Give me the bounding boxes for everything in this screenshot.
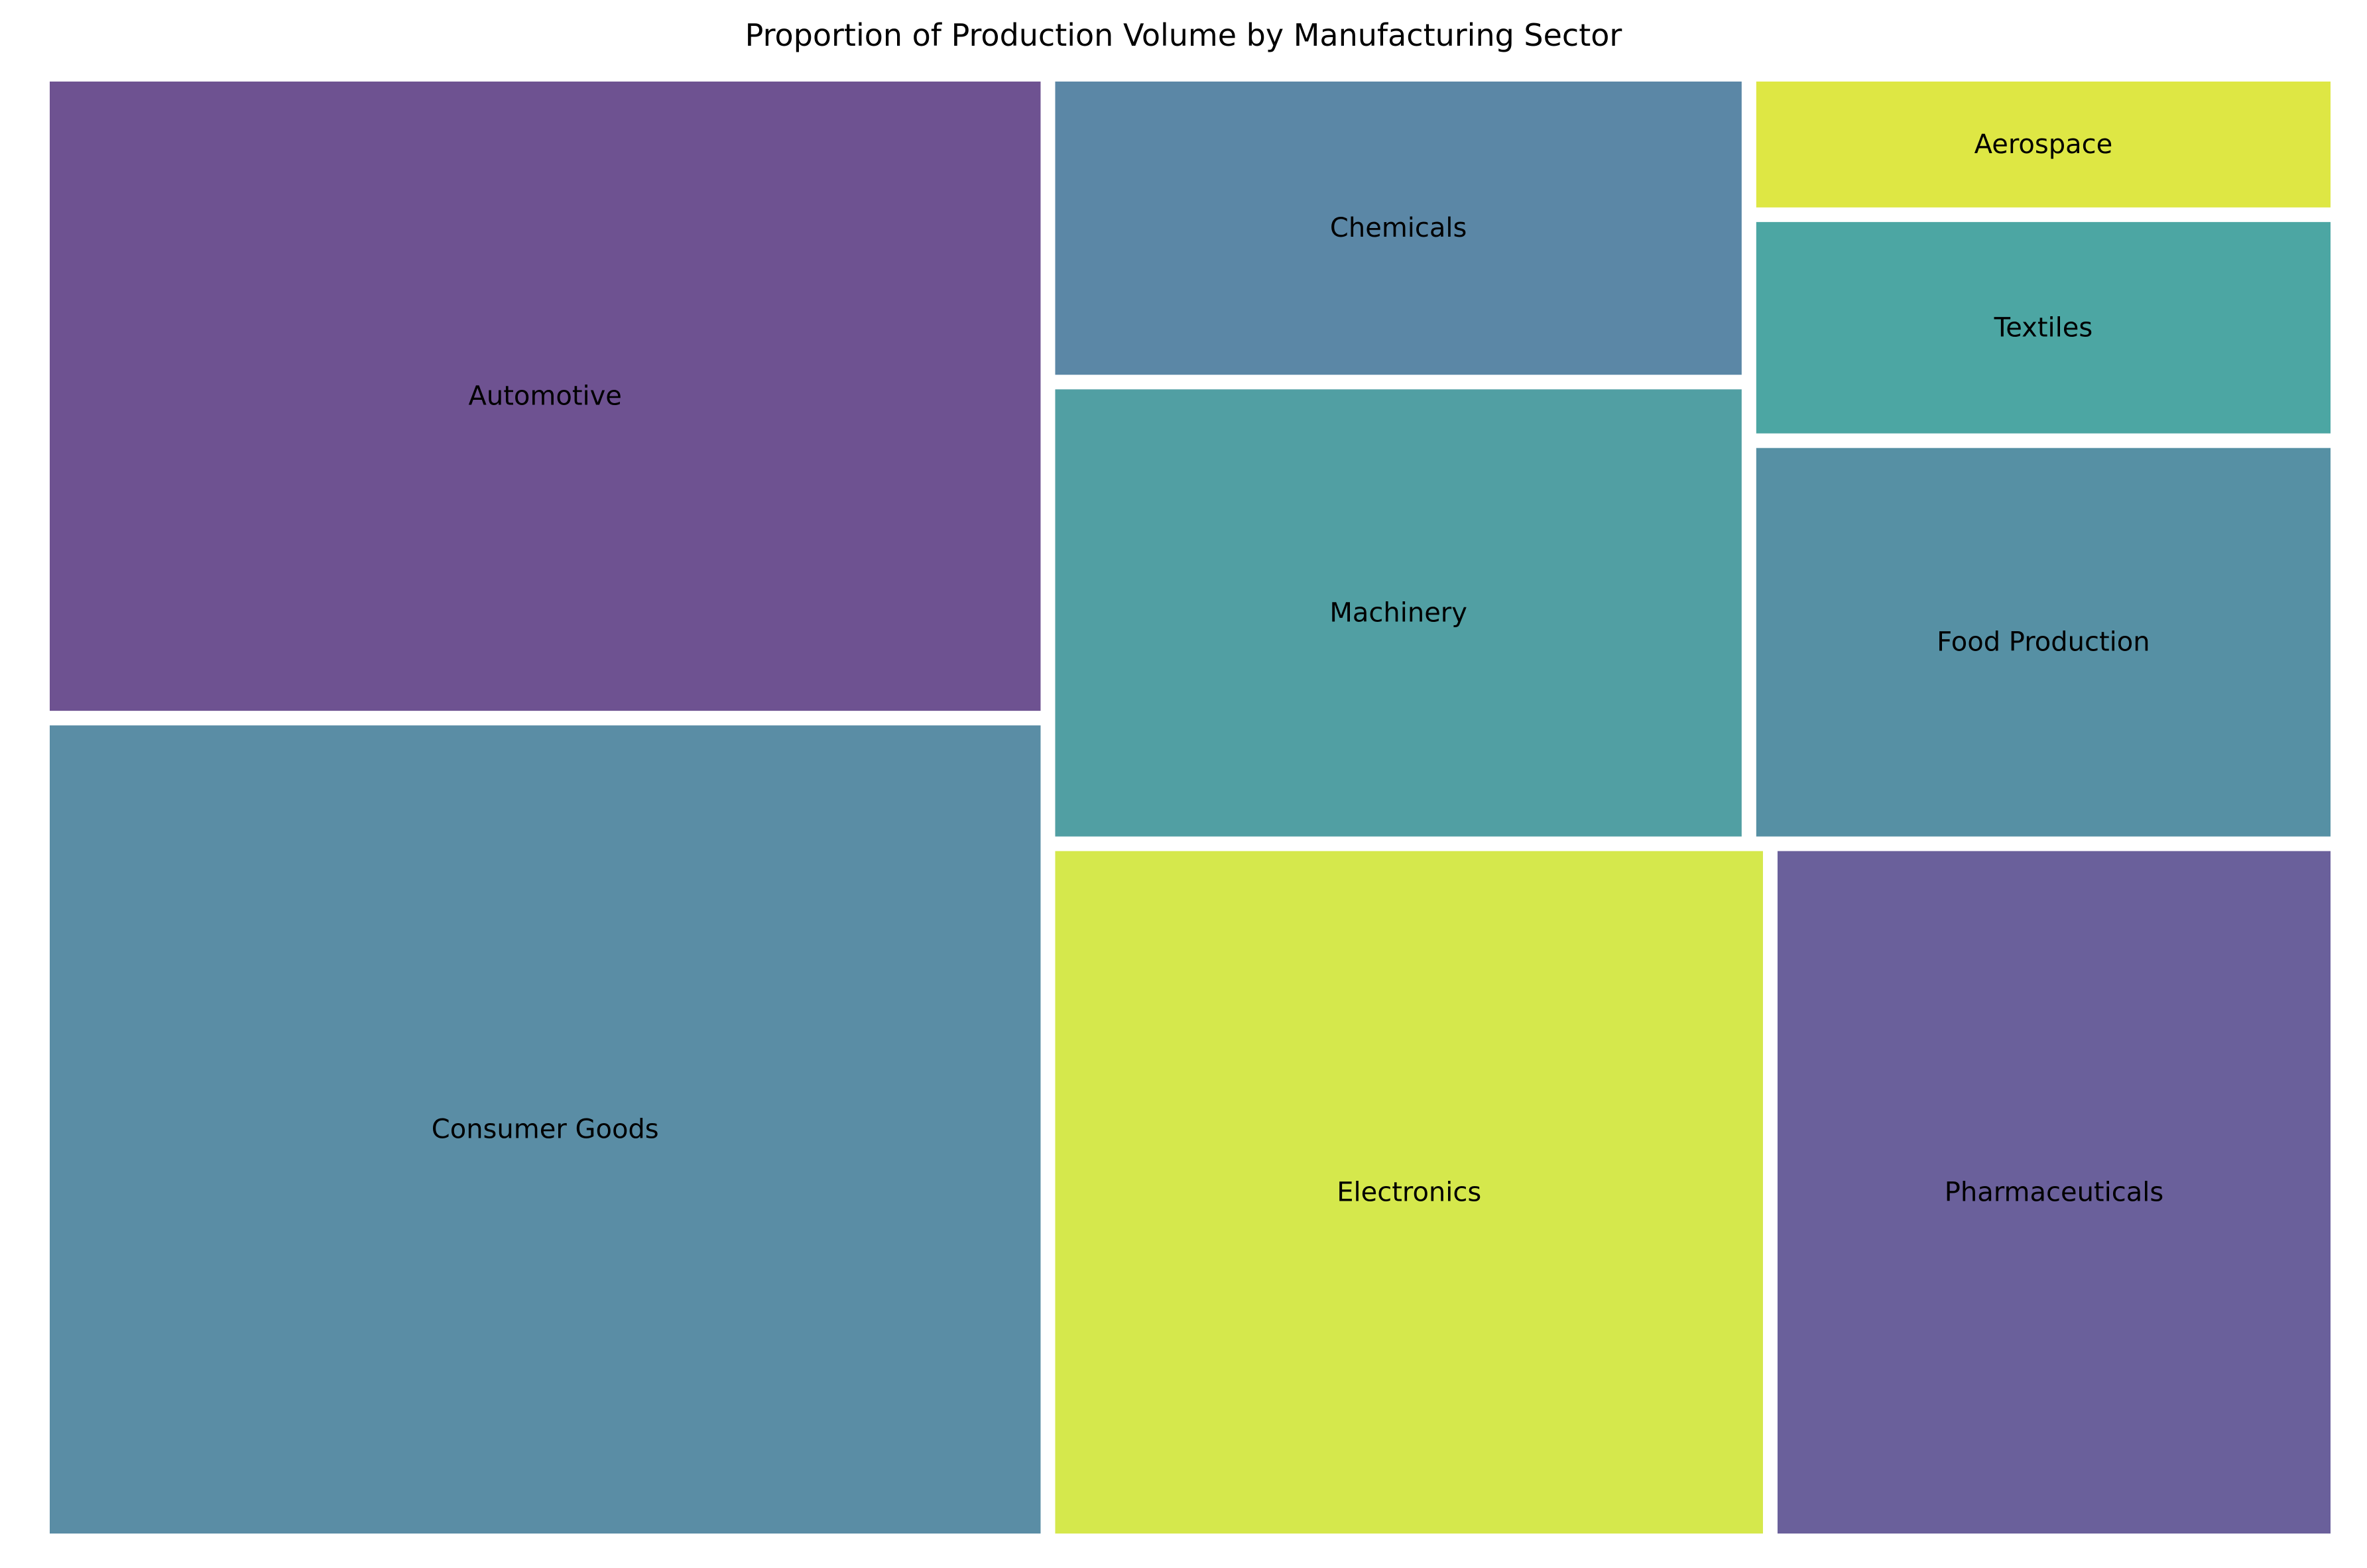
treemap-tile-aerospace: Aerospace	[1756, 82, 2331, 208]
treemap-rect	[1756, 82, 2331, 208]
treemap-rect	[1756, 448, 2331, 837]
treemap-rect	[1055, 82, 1742, 375]
treemap-tile-food-production: Food Production	[1756, 448, 2331, 837]
treemap-tile-machinery: Machinery	[1055, 389, 1742, 837]
treemap-rect	[1777, 851, 2331, 1534]
treemap-label: Machinery	[1329, 597, 1467, 628]
treemap-rect	[1055, 851, 1763, 1534]
treemap-tile-chemicals: Chemicals	[1055, 82, 1742, 375]
treemap-label: Chemicals	[1330, 213, 1467, 243]
treemap-label: Pharmaceuticals	[1945, 1177, 2163, 1207]
treemap-tile-consumer-goods: Consumer Goods	[50, 725, 1041, 1534]
treemap-tile-automotive: Automotive	[50, 82, 1041, 711]
treemap-rect	[1756, 221, 2331, 434]
chart-title: Proportion of Production Volume by Manuf…	[745, 17, 1622, 53]
treemap-tile-textiles: Textiles	[1756, 221, 2331, 434]
treemap-label: Food Production	[1937, 627, 2150, 658]
treemap-rect	[50, 82, 1041, 711]
treemap-label: Aerospace	[1974, 129, 2113, 160]
treemap-rect	[1055, 389, 1742, 837]
treemap-rect	[50, 725, 1041, 1534]
treemap-label: Textiles	[1994, 312, 2093, 343]
treemap-tile-pharmaceuticals: Pharmaceuticals	[1777, 851, 2331, 1534]
treemap-label: Automotive	[469, 381, 622, 412]
treemap-label: Electronics	[1337, 1177, 1481, 1207]
treemap-label: Consumer Goods	[432, 1115, 659, 1145]
treemap-tile-electronics: Electronics	[1055, 851, 1763, 1534]
